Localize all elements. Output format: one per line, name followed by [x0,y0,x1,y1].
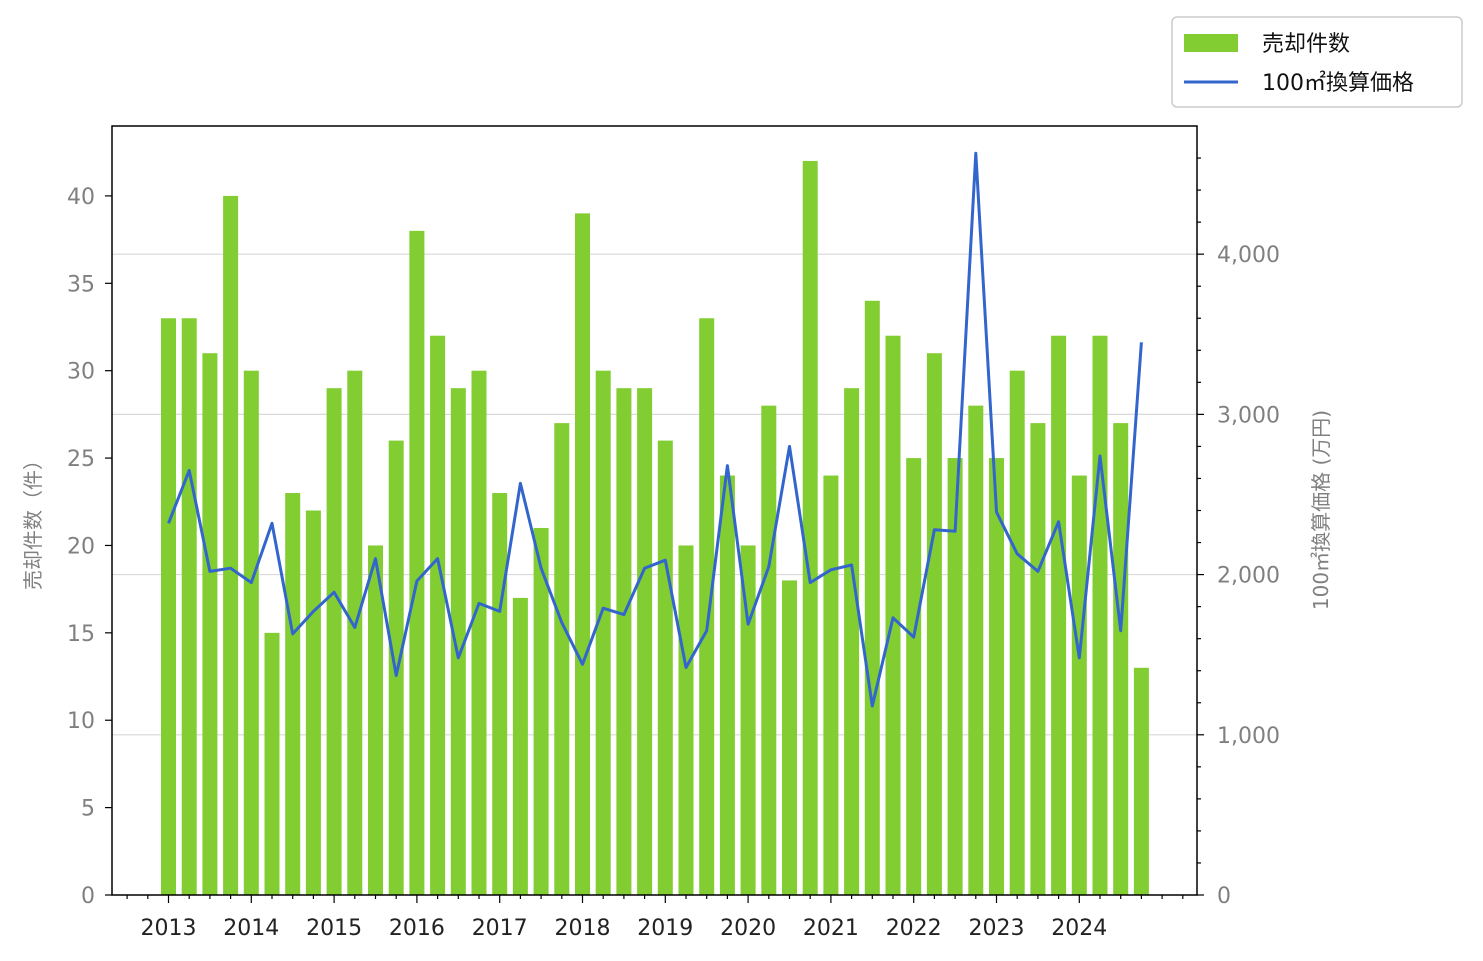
bar [492,493,508,895]
bar [223,195,239,896]
x-axis: 2013 2014 2015 2016 2017 2018 2019 2020 2021 2022… [126,895,1184,941]
bar [699,318,715,895]
bar [616,388,632,895]
x-tick-label: 2014 [223,916,279,941]
price-line [167,151,1143,708]
right-y-tick-label: 2,000 [1217,564,1280,589]
bar [181,318,197,895]
bar [326,388,342,895]
bar [657,440,673,895]
legend-bar-label: 売却件数 [1262,32,1350,57]
bar [989,458,1004,895]
bar [1092,335,1108,895]
right-y-tick-label: 0 [1217,884,1231,909]
x-tick-label: 2015 [306,916,362,941]
left-y-tick-label: 40 [67,185,95,210]
left-y-axis-title: 売却件数（件） [21,450,45,590]
left-y-tick-label: 30 [67,360,95,385]
bar [471,370,487,895]
bar [243,370,259,895]
bar [782,580,797,895]
left-y-axis: 0 5 10 15 20 25 30 35 40 [67,185,112,909]
left-y-tick-label: 25 [67,447,95,472]
bar [1009,370,1025,895]
left-y-tick-label: 20 [67,534,95,559]
bar [947,458,963,895]
bar [285,493,301,895]
left-y-tick-label: 5 [81,797,95,822]
bar [305,510,321,895]
bar [1030,423,1046,895]
right-y-tick-label: 3,000 [1217,403,1280,428]
legend: 売却件数 100㎡換算価格 [1171,16,1463,108]
x-tick-label: 2023 [969,916,1025,941]
legend-line-label: 100㎡換算価格 [1262,70,1414,96]
x-tick-label: 2020 [720,916,776,941]
bar [1071,475,1087,895]
x-tick-label: 2022 [886,916,942,941]
right-y-tick-label: 1,000 [1217,724,1280,749]
bar [409,230,425,895]
bar [554,423,570,895]
bar [844,388,860,895]
bar [740,545,756,895]
bar [637,388,653,895]
x-tick-label: 2018 [555,916,611,941]
bar [1113,423,1129,895]
legend-bar-swatch [1184,34,1238,52]
bar [1051,335,1067,895]
x-tick-label: 2013 [141,916,197,941]
bar [761,405,777,895]
bar [1133,667,1149,895]
x-tick-label: 2021 [803,916,859,941]
bar [368,545,383,895]
line-series [167,151,1143,708]
bar [864,300,880,896]
x-tick-label: 2016 [389,916,445,941]
bar [802,160,818,896]
bar [719,475,735,895]
left-y-tick-label: 0 [81,884,95,909]
left-y-tick-label: 15 [67,622,95,647]
bar [347,370,363,895]
bar [968,405,984,895]
right-y-tick-label: 4,000 [1217,243,1280,268]
bar [906,458,922,895]
legend-frame [1171,16,1463,108]
bar [533,527,549,895]
bar [264,632,280,895]
left-y-tick-label: 10 [67,709,95,734]
x-tick-label: 2024 [1051,916,1107,941]
bar [430,335,446,895]
bar [161,318,176,895]
bar [595,370,611,895]
x-tick-label: 2019 [637,916,693,941]
left-y-tick-label: 35 [67,272,95,297]
bar [575,213,590,896]
bar [678,545,694,895]
bar [202,353,218,895]
bar [512,597,528,895]
bar [926,353,942,895]
right-y-axis: 0 1,000 2,000 3,000 4,000 [1197,157,1280,909]
bar [885,335,901,895]
bar [450,388,466,895]
x-tick-label: 2017 [472,916,528,941]
right-y-axis-title: 100㎡換算価格 (万円) [1309,410,1333,610]
bar [823,475,839,895]
bar-series [161,160,1149,896]
